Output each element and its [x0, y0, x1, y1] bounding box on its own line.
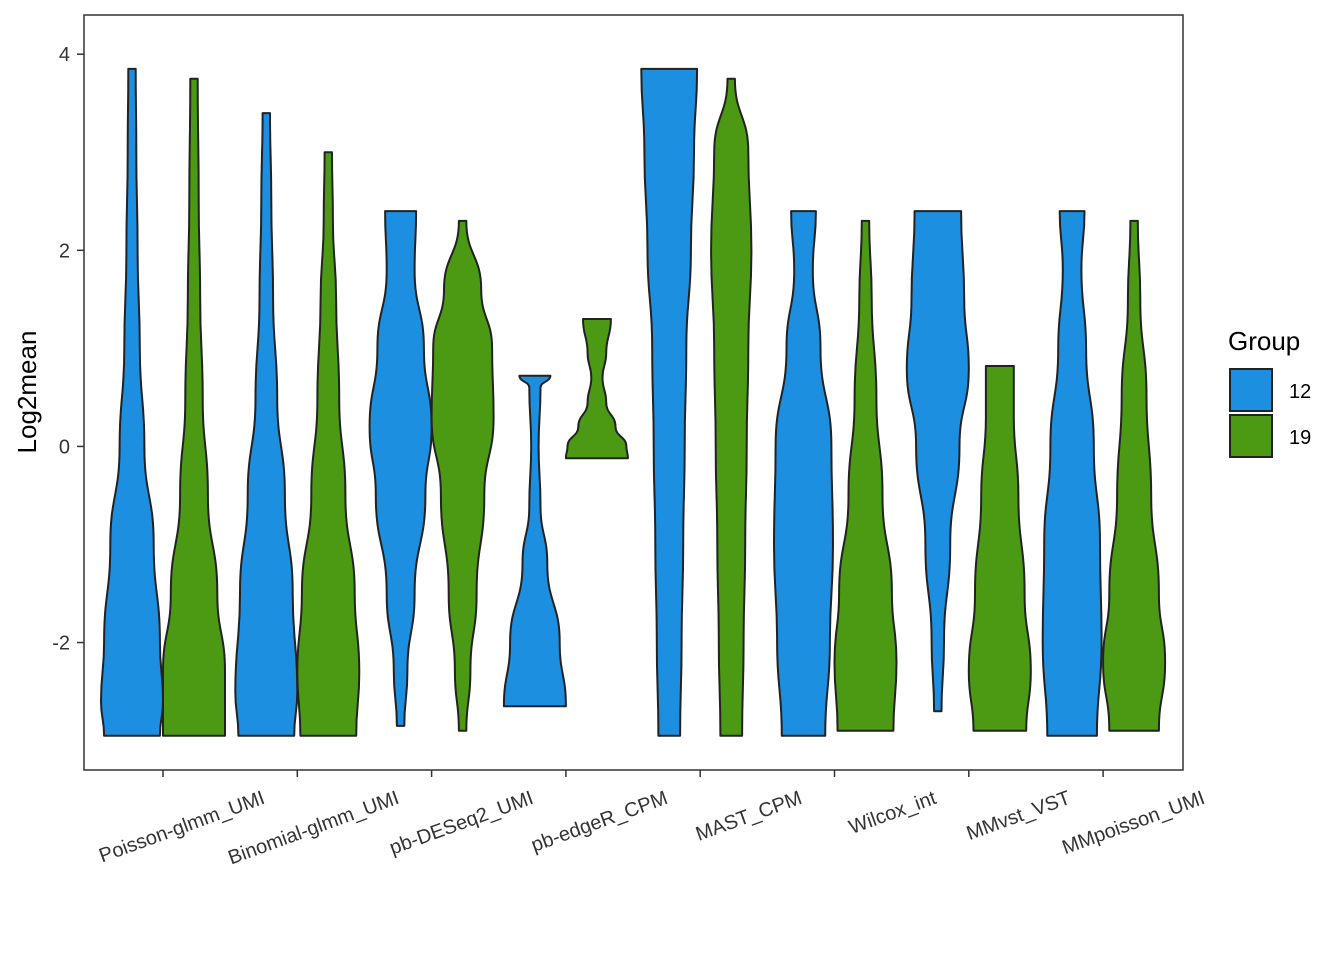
violin-19-MMpoisson_UMI [1102, 219, 1167, 732]
violin-12-pb-edgeR_CPM [502, 374, 567, 708]
violin-12-pb-DESeq2_UMI [368, 210, 433, 727]
violin-19-Binomial-glmm_UMI [296, 151, 361, 737]
violin-12-MAST_CPM [640, 67, 699, 737]
legend-key-19 [1229, 414, 1273, 458]
violin-19-pb-DESeq2_UMI [430, 219, 495, 732]
x-tick-label: pb-edgeR_CPM [528, 787, 670, 857]
x-tick-label: Wilcox_int [846, 787, 940, 839]
violin-19-MAST_CPM [710, 77, 753, 737]
legend-label-19: 19 [1289, 427, 1311, 449]
legend-key-12 [1229, 368, 1273, 412]
violins-layer [100, 67, 1167, 737]
violin-19-Wilcox_int [833, 219, 898, 732]
x-tick-label: MMvst_VST [964, 787, 1074, 845]
legend-title: Group [1228, 326, 1300, 356]
x-axis: Poisson-glmm_UMIBinomial-glmm_UMIpb-DESe… [96, 770, 1208, 869]
y-axis-title: Log2mean [12, 331, 42, 454]
y-axis: -2 0 2 4 [52, 44, 84, 655]
violin-19-pb-edgeR_CPM [564, 318, 629, 460]
x-tick-label: MMpoisson_UMI [1059, 787, 1208, 859]
violin-19-Poisson-glmm_UMI [162, 77, 227, 737]
violin-12-Poisson-glmm_UMI [100, 67, 164, 737]
y-tick-label: 2 [59, 240, 70, 262]
y-tick-label: -2 [52, 633, 70, 655]
violin-19-MMvst_VST [967, 365, 1032, 732]
violin-12-MMpoisson_UMI [1041, 210, 1103, 737]
x-tick-label: MAST_CPM [693, 787, 805, 846]
x-tick-label: pb-DESeq2_UMI [387, 787, 537, 859]
violin-12-Wilcox_int [773, 210, 834, 737]
y-tick-label: 0 [59, 436, 70, 458]
legend: Group 12 19 [1228, 326, 1311, 458]
violin-12-MMvst_VST [905, 210, 970, 713]
violin-12-Binomial-glmm_UMI [234, 112, 299, 737]
legend-label-12: 12 [1289, 381, 1311, 403]
y-tick-label: 4 [59, 44, 70, 66]
